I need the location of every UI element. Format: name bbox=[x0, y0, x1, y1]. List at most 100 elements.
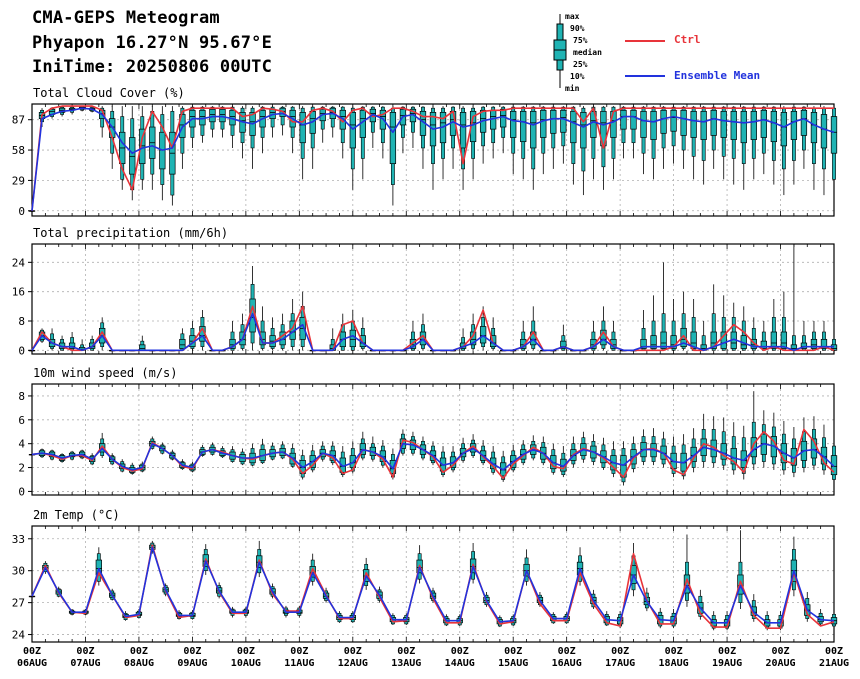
legend-min: min bbox=[565, 84, 580, 93]
panel-0-ytick-label-2: 58 bbox=[12, 144, 25, 157]
panel-3-box-inner-53 bbox=[737, 574, 744, 595]
x-date-label-1: 07AUG bbox=[70, 658, 100, 669]
panel-1-box-inner-65 bbox=[680, 327, 687, 348]
x-hour-label-15: 00Z bbox=[825, 646, 843, 657]
x-hour-label-10: 00Z bbox=[558, 646, 576, 657]
panel-0-box-inner-36 bbox=[389, 112, 397, 165]
x-hour-label-12: 00Z bbox=[665, 646, 683, 657]
legend-p75: 75% bbox=[573, 36, 588, 45]
legend-max: max bbox=[565, 12, 580, 21]
panel-2-ytick-label-0: 0 bbox=[18, 485, 25, 498]
panel-0-box-inner-69 bbox=[720, 110, 727, 138]
panel-1-box-inner-77 bbox=[800, 342, 808, 349]
panel-0-ctrl-line bbox=[31, 105, 834, 211]
panel-1-box-inner-4 bbox=[68, 342, 76, 349]
panel-0-box-inner-53 bbox=[560, 109, 567, 133]
panel-0-box-inner-32 bbox=[349, 112, 356, 149]
panel-1-ytick-label-1: 8 bbox=[18, 315, 25, 328]
panel-0-box-inner-67 bbox=[700, 110, 707, 140]
x-hour-label-3: 00Z bbox=[183, 646, 201, 657]
panel-0-box-inner-27 bbox=[299, 112, 306, 144]
panel-2-mean-line bbox=[31, 442, 835, 471]
panel-1-box-inner-79 bbox=[820, 338, 828, 349]
panel-1-box-inner-68 bbox=[710, 331, 717, 349]
x-hour-label-14: 00Z bbox=[772, 646, 790, 657]
x-date-label-11: 17AUG bbox=[605, 658, 635, 669]
panel-0-box-inner-66 bbox=[690, 110, 697, 138]
panel-0-box-inner-59 bbox=[620, 109, 627, 130]
panel-0-ytick-label-1: 29 bbox=[12, 174, 25, 187]
panel-1-ytick-label-0: 0 bbox=[18, 344, 25, 357]
legend-mean-label: Ensemble Mean bbox=[674, 69, 761, 82]
panel-2-title: 10m wind speed (m/s) bbox=[33, 366, 178, 380]
panel-2-ytick-label-4: 8 bbox=[18, 390, 25, 403]
x-hour-label-5: 00Z bbox=[290, 646, 308, 657]
panel-0-box-inner-80 bbox=[830, 116, 838, 154]
panel-0-box-inner-52 bbox=[550, 109, 557, 134]
panel-0-box-inner-70 bbox=[730, 110, 737, 140]
legend-p10: 10% bbox=[570, 72, 585, 81]
x-date-label-5: 11AUG bbox=[284, 658, 314, 669]
panel-1-box-inner-62 bbox=[650, 335, 657, 349]
legend-ctrl-line bbox=[625, 40, 665, 42]
location-label: Phyapon 16.27°N 95.67°E bbox=[32, 33, 273, 53]
box-legend-icon bbox=[553, 14, 567, 88]
legend-p25: 25% bbox=[573, 60, 588, 69]
panel-0-box-inner-61 bbox=[640, 110, 647, 138]
panel-1-box-inner-74 bbox=[770, 331, 777, 349]
legend-median: median bbox=[573, 48, 602, 57]
panel-0-box-inner-65 bbox=[680, 109, 687, 136]
panel-3-box-inner-21 bbox=[309, 566, 316, 578]
x-date-label-10: 16AUG bbox=[552, 658, 582, 669]
panel-0-box-inner-78 bbox=[810, 112, 818, 144]
init-time-label: IniTime: 20250806 00UTC bbox=[32, 57, 273, 77]
panel-1-ytick-label-2: 16 bbox=[12, 286, 25, 299]
legend-ctrl-label: Ctrl bbox=[674, 33, 701, 46]
panel-0-box-inner-50 bbox=[530, 110, 537, 149]
panel-1-box-inner-45 bbox=[479, 326, 487, 344]
panel-3-ytick-label-1: 27 bbox=[12, 597, 25, 610]
legend-p90: 90% bbox=[570, 24, 585, 33]
panel-0-title: Total Cloud Cover (%) bbox=[33, 86, 185, 100]
panel-0-box-inner-71 bbox=[740, 110, 747, 144]
x-date-label-13: 19AUG bbox=[712, 658, 742, 669]
panel-1-box-inner-32 bbox=[349, 329, 356, 348]
panel-1-box-inner-75 bbox=[780, 331, 788, 349]
panel-3-box-inner-49 bbox=[683, 574, 691, 594]
x-hour-label-2: 00Z bbox=[130, 646, 148, 657]
panel-0-box-inner-72 bbox=[750, 110, 757, 140]
panel-1-box-inner-53 bbox=[560, 340, 567, 349]
panel-2-box-inner-80 bbox=[830, 455, 838, 476]
panel-0-box-inner-11 bbox=[139, 128, 146, 165]
x-hour-label-8: 00Z bbox=[451, 646, 469, 657]
panel-0-box-inner-68 bbox=[710, 109, 717, 136]
panel-0-box-inner-51 bbox=[540, 109, 547, 138]
x-hour-label-11: 00Z bbox=[611, 646, 629, 657]
panel-0-box-inner-10 bbox=[129, 137, 136, 175]
panel-3-ytick-label-2: 30 bbox=[12, 565, 25, 578]
x-hour-label-13: 00Z bbox=[718, 646, 736, 657]
x-hour-label-0: 00Z bbox=[23, 646, 41, 657]
x-date-label-3: 09AUG bbox=[177, 658, 207, 669]
panel-3-ytick-label-3: 33 bbox=[12, 533, 25, 546]
panel-0-box-inner-77 bbox=[800, 109, 808, 136]
x-date-label-4: 10AUG bbox=[231, 658, 261, 669]
panel-0-box-inner-75 bbox=[780, 112, 788, 147]
panel-1-box-inner-78 bbox=[810, 338, 818, 349]
panel-0-box-inner-64 bbox=[670, 109, 677, 132]
x-hour-label-7: 00Z bbox=[397, 646, 415, 657]
panel-0-box-inner-60 bbox=[630, 109, 637, 130]
panel-1-box-inner-61 bbox=[640, 338, 647, 349]
panel-0-box-inner-55 bbox=[580, 112, 587, 149]
x-hour-label-4: 00Z bbox=[237, 646, 255, 657]
x-hour-label-1: 00Z bbox=[76, 646, 94, 657]
x-date-label-7: 13AUG bbox=[391, 658, 421, 669]
panel-1-ytick-label-3: 24 bbox=[12, 256, 26, 269]
x-date-label-9: 15AUG bbox=[498, 658, 528, 669]
x-date-label-8: 14AUG bbox=[445, 658, 475, 669]
panel-1-box-inner-15 bbox=[179, 338, 186, 349]
panel-0-box-inner-76 bbox=[790, 110, 798, 140]
panel-0-ytick-label-3: 87 bbox=[12, 114, 25, 127]
panel-3-mean-line bbox=[31, 546, 835, 624]
